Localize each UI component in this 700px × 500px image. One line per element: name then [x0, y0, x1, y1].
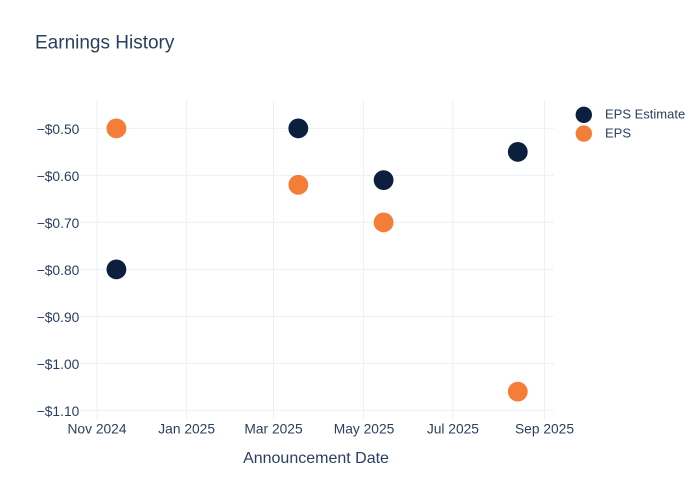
svg-text:May 2025: May 2025 [334, 422, 395, 437]
svg-text:−$0.60: −$0.60 [37, 169, 80, 184]
svg-text:−$0.70: −$0.70 [37, 216, 80, 231]
svg-text:Earnings History: Earnings History [35, 33, 175, 54]
svg-text:−$1.00: −$1.00 [37, 357, 80, 372]
svg-text:Announcement Date: Announcement Date [243, 450, 389, 467]
svg-text:EPS: EPS [605, 126, 631, 141]
svg-text:Sep 2025: Sep 2025 [515, 422, 574, 437]
svg-text:−$1.10: −$1.10 [37, 404, 80, 419]
svg-text:Jul 2025: Jul 2025 [427, 422, 479, 437]
svg-text:Mar 2025: Mar 2025 [244, 422, 303, 437]
svg-text:−$0.80: −$0.80 [37, 263, 80, 278]
svg-text:Jan 2025: Jan 2025 [158, 422, 215, 437]
svg-text:−$0.50: −$0.50 [37, 122, 80, 137]
svg-text:EPS Estimate: EPS Estimate [605, 107, 685, 122]
svg-text:−$0.90: −$0.90 [37, 310, 80, 325]
svg-text:Nov 2024: Nov 2024 [67, 422, 126, 437]
